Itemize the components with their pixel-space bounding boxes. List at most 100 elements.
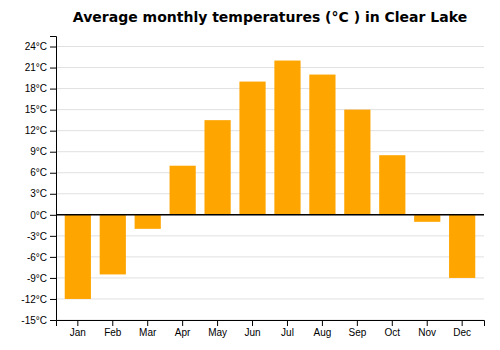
x-tick-label: Jun: [244, 327, 260, 338]
y-tick-label: 15°C: [25, 104, 47, 115]
x-tick: Jan: [70, 320, 86, 338]
y-tick-label: 21°C: [25, 62, 47, 73]
x-tick: Mar: [139, 320, 157, 338]
y-tick-mark: [50, 47, 56, 48]
bar: [274, 61, 300, 215]
y-tick-label: 18°C: [25, 83, 47, 94]
marks: [65, 61, 476, 299]
y-tick-label: -9°C: [27, 273, 47, 284]
y-tick-mark: [50, 173, 56, 174]
x-tick-mark: [217, 320, 218, 326]
y-tick-mark: [50, 278, 56, 279]
y-tick-mark: [50, 89, 56, 90]
x-tick: Apr: [175, 320, 191, 338]
grid-line: [56, 109, 484, 110]
y-tick: -12°C: [21, 294, 56, 305]
y-tick-mark: [50, 320, 56, 321]
y-axis-line: [50, 37, 57, 321]
y-tick-label: 6°C: [30, 167, 47, 178]
x-tick: Aug: [314, 320, 332, 338]
x-tick-label: Dec: [453, 327, 471, 338]
y-tick-label: 24°C: [25, 41, 47, 52]
x-tick-label: Nov: [418, 327, 436, 338]
x-tick: Oct: [385, 320, 401, 338]
x-tick-mark: [182, 320, 183, 326]
x-tick-mark: [322, 320, 323, 326]
x-tick-label: Aug: [314, 327, 332, 338]
x-tick-label: Apr: [175, 327, 191, 338]
y-tick: 6°C: [30, 167, 56, 178]
bar: [344, 110, 370, 215]
x-axis: Jan Feb Mar Apr May Jun Jul Aug Sep Oct Nov Dec: [57, 320, 485, 338]
bar: [379, 155, 405, 215]
x-tick-mark: [147, 320, 148, 326]
x-tick-label: Oct: [385, 327, 401, 338]
bar: [309, 75, 335, 215]
y-tick: -15°C: [21, 315, 56, 326]
y-tick-mark: [50, 299, 56, 300]
x-tick-label: Feb: [104, 327, 122, 338]
grid-line: [56, 151, 484, 152]
grid-line: [56, 193, 484, 194]
bar: [170, 166, 196, 215]
y-tick: -6°C: [27, 252, 56, 263]
zero-line: [56, 214, 484, 216]
y-tick-mark: [50, 110, 56, 111]
y-tick-label: 3°C: [30, 188, 47, 199]
x-axis-line: [57, 321, 485, 327]
grid-line: [56, 298, 484, 299]
y-tick-label: -6°C: [27, 252, 47, 263]
grid-line: [56, 277, 484, 278]
y-tick-mark: [50, 215, 56, 216]
x-tick: Nov: [418, 320, 436, 338]
y-tick: -3°C: [27, 231, 56, 242]
y-tick-label: -12°C: [21, 294, 47, 305]
y-tick-mark: [50, 257, 56, 258]
bar: [135, 215, 161, 229]
y-tick: 3°C: [30, 188, 56, 199]
x-tick-label: Mar: [139, 327, 157, 338]
y-tick: 21°C: [25, 62, 56, 73]
grid-line: [56, 46, 484, 47]
y-tick-mark: [50, 68, 56, 69]
y-tick-label: -3°C: [27, 231, 47, 242]
x-tick-mark: [392, 320, 393, 326]
x-tick-mark: [462, 320, 463, 326]
y-tick: -9°C: [27, 273, 56, 284]
y-tick: 12°C: [25, 125, 56, 136]
bar: [239, 82, 265, 215]
y-tick-label: 0°C: [30, 210, 47, 221]
y-tick-label: 12°C: [25, 125, 47, 136]
grid-line: [56, 214, 484, 215]
bar: [414, 215, 440, 222]
bar: [204, 120, 230, 215]
x-tick: Feb: [104, 320, 122, 338]
y-tick-label: 9°C: [30, 146, 47, 157]
x-tick-label: May: [208, 327, 227, 338]
plot: -15°C -12°C -9°C -6°C -3°C 0°C 3°C 6°C 9°C 12°C 15…: [21, 37, 484, 339]
y-tick: 18°C: [25, 83, 56, 94]
y-tick: 15°C: [25, 104, 56, 115]
grid-line: [56, 67, 484, 68]
grid: [56, 47, 484, 320]
x-tick-mark: [252, 320, 253, 326]
x-tick: Jul: [281, 320, 294, 338]
x-tick-mark: [357, 320, 358, 326]
x-tick-mark: [112, 320, 113, 326]
title: Average monthly temperatures (°C ) in Cl…: [73, 9, 467, 25]
bar: [65, 215, 91, 299]
y-tick: 24°C: [25, 41, 56, 52]
x-tick: Dec: [453, 320, 471, 338]
grid-line: [56, 88, 484, 89]
y-tick-mark: [50, 131, 56, 132]
y-tick: 9°C: [30, 146, 56, 157]
x-tick: May: [208, 320, 227, 338]
x-tick-mark: [77, 320, 78, 326]
y-tick-mark: [50, 152, 56, 153]
x-tick-label: Jul: [281, 327, 294, 338]
x-tick: Jun: [244, 320, 260, 338]
x-tick-mark: [287, 320, 288, 326]
x-tick: Sep: [348, 320, 366, 338]
y-tick-label: -15°C: [21, 315, 47, 326]
bar: [449, 215, 475, 278]
